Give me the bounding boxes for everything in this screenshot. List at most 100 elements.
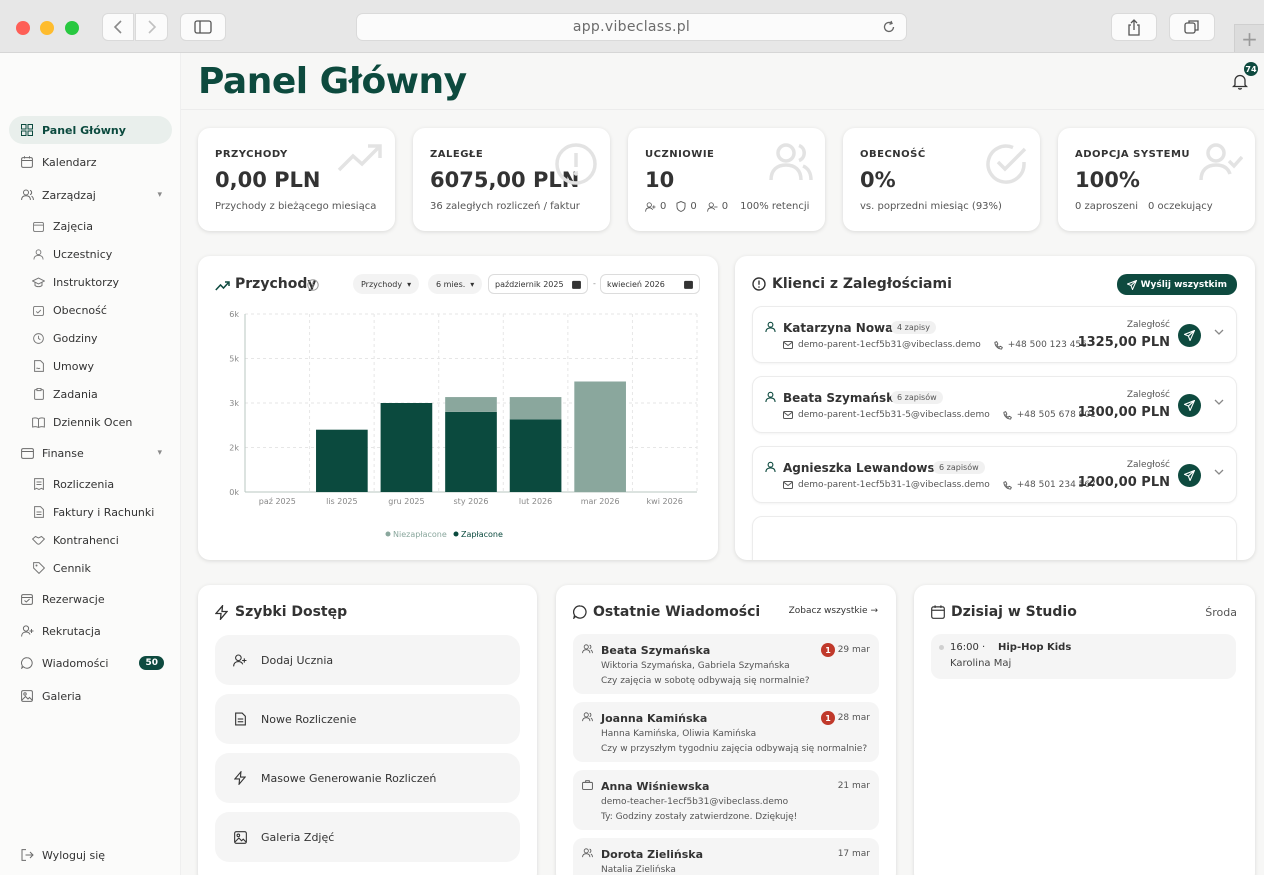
alert-circle-icon xyxy=(555,143,597,185)
sidebar-item-wiadomosci[interactable]: Wiadomości 50 xyxy=(9,649,172,677)
back-button[interactable] xyxy=(102,13,134,41)
tab-overview-button[interactable] xyxy=(1169,13,1215,41)
new-tab-button[interactable]: + xyxy=(1234,24,1264,52)
send-icon xyxy=(1184,470,1195,481)
sidebar-item-uczestnicy[interactable]: Uczestnicy xyxy=(26,243,172,265)
stat-label: UCZNIOWIE xyxy=(645,149,715,160)
sidebar-item-rozliczenia[interactable]: Rozliczenia xyxy=(26,473,172,495)
phone-icon xyxy=(1003,410,1012,420)
debtor-contact: demo-parent-1ecf5b31-1@vibeclass.demo +4… xyxy=(783,480,1096,490)
message-item[interactable]: Dorota Zielińska 17 mar Natalia Zielińsk… xyxy=(573,838,879,875)
forward-button[interactable] xyxy=(135,13,168,41)
message-recipients: Wiktoria Szymańska, Gabriela Szymańska xyxy=(601,661,790,671)
stat-label: OBECNOŚĆ xyxy=(860,149,926,160)
sidebar-item-label: Rozliczenia xyxy=(53,477,115,491)
logout-label: Wyloguj się xyxy=(42,848,106,862)
send-reminder-button[interactable] xyxy=(1178,464,1201,487)
sidebar-icon xyxy=(194,20,212,34)
maximize-window-button[interactable] xyxy=(65,21,79,35)
debtor-row[interactable]: Katarzyna Nowak 4 zapisy demo-parent-1ec… xyxy=(752,306,1237,363)
message-recipients: Natalia Zielińska xyxy=(601,865,676,875)
chevron-down-icon[interactable] xyxy=(1214,399,1224,406)
sidebar-item-zarzadzaj[interactable]: Zarządzaj ▾ xyxy=(9,181,172,209)
add-student-button[interactable]: Dodaj Ucznia xyxy=(215,635,520,685)
send-reminder-button[interactable] xyxy=(1178,324,1201,347)
date-to-input[interactable]: kwiecień 2026 xyxy=(600,274,700,294)
address-bar[interactable]: app.vibeclass.pl xyxy=(356,13,907,41)
send-all-button[interactable]: Wyślij wszystkim xyxy=(1116,274,1237,295)
message-item[interactable]: Anna Wiśniewska 21 mar demo-teacher-1ecf… xyxy=(573,770,879,830)
alert-circle-icon xyxy=(752,277,766,291)
left-students-count: 0 xyxy=(721,201,729,212)
reload-icon[interactable] xyxy=(882,20,896,34)
sidebar-item-zadania[interactable]: Zadania xyxy=(26,383,172,405)
sidebar-item-zajecia[interactable]: Zajęcia xyxy=(26,215,172,237)
photo-gallery-button[interactable]: Galeria Zdjęć xyxy=(215,812,520,862)
sidebar-item-galeria[interactable]: Galeria xyxy=(9,682,172,710)
sidebar-item-kontrahenci[interactable]: Kontrahenci xyxy=(26,529,172,551)
share-button[interactable] xyxy=(1111,13,1157,41)
date-from-input[interactable]: październik 2025 xyxy=(488,274,588,294)
tabs-icon xyxy=(1184,20,1199,34)
bell-icon[interactable] xyxy=(1232,73,1248,90)
sidebar-item-godziny[interactable]: Godziny xyxy=(26,327,172,349)
debtor-row-partial[interactable] xyxy=(752,516,1237,560)
sidebar-item-rezerwacje[interactable]: Rezerwacje xyxy=(9,585,172,613)
debtor-row[interactable]: Beata Szymańska 6 zapisów demo-parent-1e… xyxy=(752,376,1237,433)
x-tick-label: lis 2025 xyxy=(326,497,358,506)
chevron-down-icon[interactable] xyxy=(1214,329,1224,336)
info-icon[interactable] xyxy=(307,279,319,291)
bar-paid xyxy=(445,411,497,492)
close-window-button[interactable] xyxy=(16,21,30,35)
debt-amount: 1200,00 PLN xyxy=(1077,475,1170,490)
see-all-messages-link[interactable]: Zobacz wszystkie → xyxy=(788,606,878,616)
event-item[interactable]: 16:00 · Hip-Hop Kids Karolina Maj xyxy=(931,634,1236,679)
message-preview: Czy w przyszłym tygodniu zajęcia odbywaj… xyxy=(601,744,868,754)
x-tick-label: sty 2026 xyxy=(454,497,489,506)
logout-button[interactable]: Wyloguj się xyxy=(9,841,172,869)
sidebar-item-instruktorzy[interactable]: Instruktorzy xyxy=(26,271,172,293)
debt-amount: 1325,00 PLN xyxy=(1077,335,1170,350)
debtor-row[interactable]: Agnieszka Lewandowska 6 zapisów demo-par… xyxy=(752,446,1237,503)
sidebar-toggle-button[interactable] xyxy=(180,13,226,41)
page-title: Panel Główny xyxy=(198,61,467,102)
sidebar-item-panel-glowny[interactable]: Panel Główny xyxy=(9,116,172,144)
minimize-window-button[interactable] xyxy=(40,21,54,35)
stat-label: ZALEGŁE xyxy=(430,149,484,160)
enrollment-count-badge: 6 zapisów xyxy=(891,391,943,404)
y-tick-label: 6k xyxy=(229,310,239,319)
sidebar-item-dziennik-ocen[interactable]: Dziennik Ocen xyxy=(26,411,172,433)
metric-select[interactable]: Przychody ▾ xyxy=(353,274,420,294)
stat-label: PRZYCHODY xyxy=(215,149,288,160)
sidebar-item-label: Zajęcia xyxy=(53,219,93,233)
bulk-billing-button[interactable]: Masowe Generowanie Rozliczeń xyxy=(215,753,520,803)
sidebar-item-faktury[interactable]: Faktury i Rachunki xyxy=(26,501,172,523)
revenue-bar-chart: 0k 2k 3k 5k 6k paź 2025 lis 2025 gru 2025 sty 20… xyxy=(229,310,698,539)
user-icon xyxy=(32,248,45,261)
stat-value: 0% xyxy=(860,168,896,192)
message-date: 21 mar xyxy=(837,781,870,791)
file-icon xyxy=(32,506,45,519)
range-select[interactable]: 6 mies. ▾ xyxy=(428,274,483,294)
message-item[interactable]: Joanna Kamińska 1 28 mar Hanna Kamińska,… xyxy=(573,702,879,762)
new-billing-button[interactable]: Nowe Rozliczenie xyxy=(215,694,520,744)
message-item[interactable]: Beata Szymańska 1 29 mar Wiktoria Szymań… xyxy=(573,634,879,694)
event-instructor: Karolina Maj xyxy=(950,658,1012,669)
send-reminder-button[interactable] xyxy=(1178,394,1201,417)
sidebar-item-cennik[interactable]: Cennik xyxy=(26,557,172,579)
calendar-icon xyxy=(32,220,45,233)
sidebar-item-umowy[interactable]: Umowy xyxy=(26,355,172,377)
sidebar-item-finanse[interactable]: Finanse ▾ xyxy=(9,439,172,467)
message-date: 28 mar xyxy=(837,713,870,723)
main-content: Panel Główny 74 PRZYCHODY 0,00 PLN Przyc… xyxy=(181,53,1264,875)
notification-count-badge: 74 xyxy=(1244,62,1258,76)
chevron-down-icon[interactable] xyxy=(1214,469,1224,476)
sidebar-item-kalendarz[interactable]: Kalendarz xyxy=(9,148,172,176)
sidebar-item-label: Rezerwacje xyxy=(42,592,105,606)
sidebar-item-rekrutacja[interactable]: Rekrutacja xyxy=(9,617,172,645)
message-preview: Ty: Godziny zostały zatwierdzone. Dzięku… xyxy=(601,812,798,822)
sidebar-item-obecnosc[interactable]: Obecność xyxy=(26,299,172,321)
mail-icon xyxy=(783,341,793,349)
user-icon xyxy=(765,391,776,403)
chevron-down-icon: ▾ xyxy=(407,279,412,289)
